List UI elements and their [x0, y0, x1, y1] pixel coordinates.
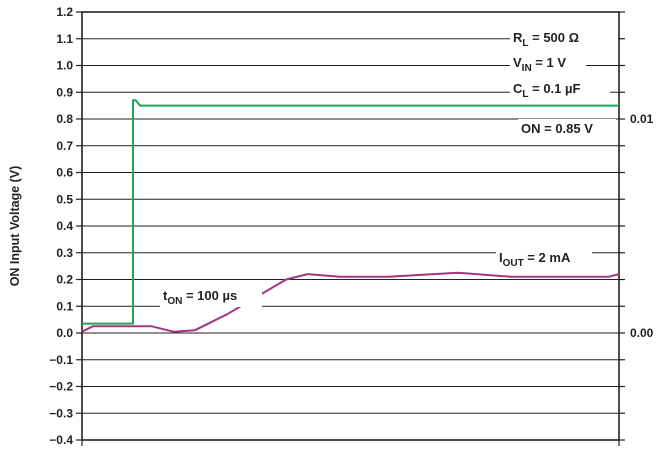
series-line-on	[82, 99, 619, 325]
y-axis-ticks: 1.2 1.1 1.0 0.9 0.8 0.7 0.6 0.5 0.4 0.3 0.2 0.1 0.0 −…	[49, 5, 625, 447]
y-tick-label: 0.4	[56, 219, 73, 233]
y-tick-label: −0.1	[49, 353, 73, 367]
right-axis-tick-label: 0.01	[630, 112, 654, 126]
y-tick-label: 0.3	[56, 246, 73, 260]
right-axis-ticks: 0.01 0.00	[630, 112, 654, 340]
annotation-ton: tON = 100 µs	[163, 288, 237, 307]
annotation-rl: RL = 500 Ω	[513, 30, 579, 49]
annotation-cl: CL = 0.1 µF	[513, 81, 580, 100]
y-tick-label: 0.6	[56, 166, 73, 180]
y-tick-label: 1.1	[56, 32, 73, 46]
y-tick-label: −0.3	[49, 406, 73, 420]
y-tick-label: 0.1	[56, 299, 73, 313]
series-line-iout	[81, 271, 620, 333]
annotation-iout: IOUT = 2 mA	[499, 250, 571, 269]
y-tick-label: −0.2	[49, 380, 73, 394]
y-tick-label: 0.9	[56, 85, 73, 99]
annotation-vin: VIN = 1 V	[513, 55, 566, 74]
y-tick-label: 1.0	[56, 59, 73, 73]
series-lines	[81, 99, 620, 333]
y-tick-label: 0.7	[56, 139, 73, 153]
right-axis-tick-label: 0.00	[630, 326, 654, 340]
y-tick-label: −0.4	[49, 433, 73, 447]
y-tick-label: 1.2	[56, 5, 73, 19]
y-tick-label: 0.8	[56, 112, 73, 126]
y-tick-label: 0.2	[56, 273, 73, 287]
y-tick-label: 0.5	[56, 192, 73, 206]
y-tick-label: 0.0	[56, 326, 73, 340]
annotation-on: ON = 0.85 V	[521, 121, 593, 136]
y-axis-label: ON Input Voltage (V)	[8, 166, 22, 287]
